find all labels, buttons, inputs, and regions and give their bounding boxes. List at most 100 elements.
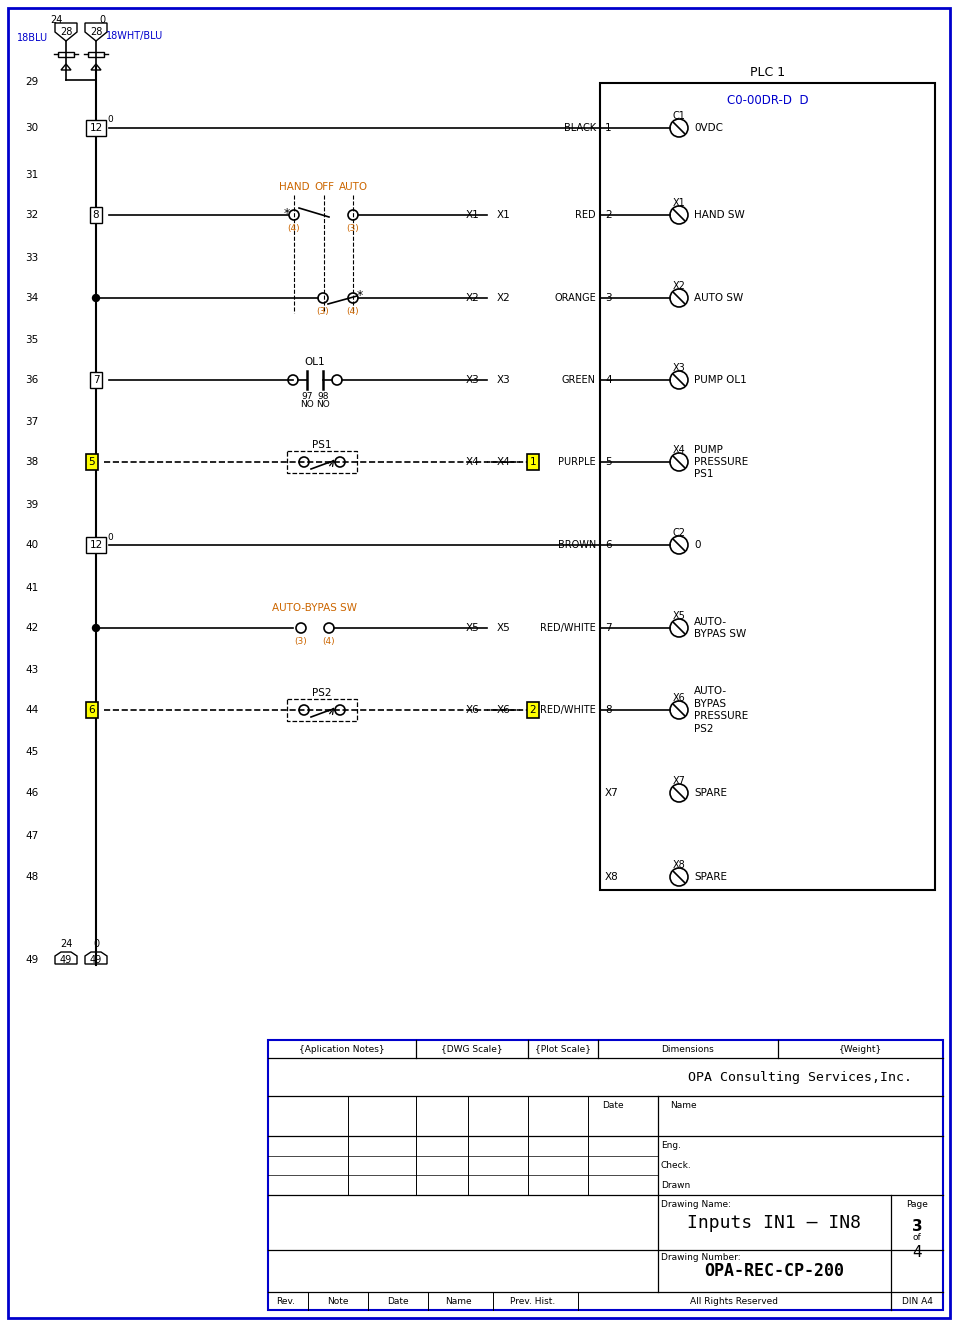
Circle shape xyxy=(93,625,100,631)
Text: 12: 12 xyxy=(89,540,103,550)
Text: 32: 32 xyxy=(25,210,38,220)
Text: 35: 35 xyxy=(25,335,38,345)
Text: 6: 6 xyxy=(605,540,611,550)
Circle shape xyxy=(93,294,100,301)
Text: 49: 49 xyxy=(90,955,103,965)
Text: (3): (3) xyxy=(295,636,308,646)
Text: PS2: PS2 xyxy=(312,688,331,697)
Text: OFF: OFF xyxy=(314,182,334,192)
Text: NO: NO xyxy=(316,400,330,408)
Text: of: of xyxy=(913,1233,922,1242)
Text: X7: X7 xyxy=(605,788,619,798)
Text: Note: Note xyxy=(328,1297,349,1306)
Text: 5: 5 xyxy=(89,457,95,467)
Text: 0: 0 xyxy=(107,533,113,541)
Text: RED/WHITE: RED/WHITE xyxy=(540,623,596,633)
Text: {DWG Scale}: {DWG Scale} xyxy=(442,1045,503,1053)
Text: SPARE: SPARE xyxy=(694,873,727,882)
Text: 0: 0 xyxy=(694,540,700,550)
Text: 40: 40 xyxy=(26,540,38,550)
Text: RED: RED xyxy=(576,210,596,220)
Text: 24: 24 xyxy=(51,15,63,25)
Text: 18BLU: 18BLU xyxy=(17,33,48,42)
Bar xyxy=(268,1040,943,1310)
Text: X1: X1 xyxy=(497,210,511,220)
Text: All Rights Reserved: All Rights Reserved xyxy=(691,1297,779,1306)
Text: X7: X7 xyxy=(673,776,685,786)
Bar xyxy=(600,84,935,890)
Text: 43: 43 xyxy=(25,666,38,675)
Text: C0-00DR-D  D: C0-00DR-D D xyxy=(727,94,809,106)
Text: (4): (4) xyxy=(287,224,300,233)
Text: {Plot Scale}: {Plot Scale} xyxy=(535,1045,591,1053)
Text: 2: 2 xyxy=(605,210,611,220)
Text: 49: 49 xyxy=(25,955,38,965)
Text: AUTO-BYPAS SW: AUTO-BYPAS SW xyxy=(272,603,357,613)
Text: 98: 98 xyxy=(317,392,329,400)
Text: 39: 39 xyxy=(25,500,38,511)
Text: 49: 49 xyxy=(59,955,72,965)
Text: (4): (4) xyxy=(347,308,359,316)
Text: (3): (3) xyxy=(317,308,330,316)
Text: 33: 33 xyxy=(25,253,38,263)
Text: Check.: Check. xyxy=(661,1162,692,1170)
Text: 3: 3 xyxy=(912,1219,923,1235)
Text: 48: 48 xyxy=(25,873,38,882)
Text: X2: X2 xyxy=(466,293,479,304)
Text: 38: 38 xyxy=(25,457,38,467)
Text: HAND: HAND xyxy=(279,182,309,192)
Text: 34: 34 xyxy=(25,293,38,304)
Text: X4: X4 xyxy=(673,446,685,455)
Text: 30: 30 xyxy=(26,123,38,133)
Text: OPA-REC-CP-200: OPA-REC-CP-200 xyxy=(704,1262,845,1280)
Text: Dimensions: Dimensions xyxy=(662,1045,715,1053)
Text: 47: 47 xyxy=(25,831,38,841)
Text: 7: 7 xyxy=(93,375,100,385)
Text: ORANGE: ORANGE xyxy=(555,293,596,304)
Text: RED/WHITE: RED/WHITE xyxy=(540,705,596,715)
Text: Prev. Hist.: Prev. Hist. xyxy=(511,1297,556,1306)
Text: HAND SW: HAND SW xyxy=(694,210,744,220)
Text: OL1: OL1 xyxy=(305,357,326,367)
Text: PURPLE: PURPLE xyxy=(559,457,596,467)
Text: AUTO: AUTO xyxy=(338,182,368,192)
Text: X3: X3 xyxy=(673,363,685,373)
Text: 12: 12 xyxy=(89,123,103,133)
Text: PLC 1: PLC 1 xyxy=(750,66,785,80)
Text: Date: Date xyxy=(603,1101,624,1110)
Text: X6: X6 xyxy=(466,705,479,715)
Text: 42: 42 xyxy=(25,623,38,633)
Text: {Weight}: {Weight} xyxy=(839,1045,882,1053)
Text: GREEN: GREEN xyxy=(562,375,596,385)
Text: 31: 31 xyxy=(25,170,38,180)
Text: 29: 29 xyxy=(25,77,38,88)
Text: (4): (4) xyxy=(323,636,335,646)
Text: 0: 0 xyxy=(93,939,99,949)
Text: Inputs IN1 – IN8: Inputs IN1 – IN8 xyxy=(688,1213,861,1232)
Text: 5: 5 xyxy=(605,457,611,467)
Text: Eng.: Eng. xyxy=(661,1142,681,1151)
Text: X4: X4 xyxy=(497,457,511,467)
Text: X3: X3 xyxy=(497,375,511,385)
Text: PUMP
PRESSURE
PS1: PUMP PRESSURE PS1 xyxy=(694,444,748,480)
Text: BLACK: BLACK xyxy=(564,123,596,133)
Text: DIN A4: DIN A4 xyxy=(901,1297,932,1306)
Text: 3: 3 xyxy=(605,293,611,304)
Text: PS1: PS1 xyxy=(312,440,331,450)
Text: Page: Page xyxy=(906,1200,928,1209)
Text: 7: 7 xyxy=(605,623,611,633)
Text: 8: 8 xyxy=(93,210,100,220)
Text: (3): (3) xyxy=(347,224,359,233)
Text: 0: 0 xyxy=(107,115,113,125)
Text: C1: C1 xyxy=(673,111,685,121)
Text: 18WHT/BLU: 18WHT/BLU xyxy=(106,30,163,41)
Text: X1: X1 xyxy=(466,210,479,220)
Text: X8: X8 xyxy=(673,861,685,870)
Bar xyxy=(287,451,357,473)
Text: X8: X8 xyxy=(605,873,619,882)
Text: 1: 1 xyxy=(530,457,536,467)
Text: *: * xyxy=(284,207,290,220)
Text: 0: 0 xyxy=(99,15,105,25)
Text: X6: X6 xyxy=(497,705,511,715)
Text: 28: 28 xyxy=(90,27,103,37)
